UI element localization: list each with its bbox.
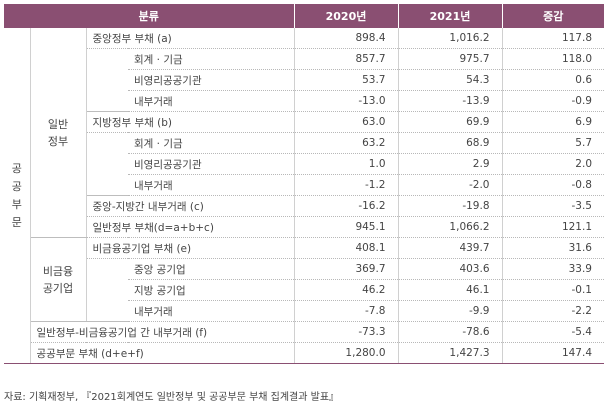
public-sector-debt-table: 분류 2020년 2021년 증감 공공부문 일반 정부 중앙정부 부채 (a)… [4, 4, 604, 364]
source-note: 자료: 기획재정부, 『2021회계연도 일반정부 및 공공부문 부채 집계결과… [4, 392, 340, 403]
value-2021: 403.6 [397, 258, 502, 280]
value-2020: -7.8 [293, 300, 398, 322]
row-label: 내부거래 [128, 90, 294, 112]
table-row: 내부거래 -1.2 -2.0 -0.8 [4, 174, 604, 196]
value-2020: 898.4 [293, 28, 398, 49]
header-2020: 2020년 [293, 4, 398, 28]
value-2021: 54.3 [397, 69, 502, 91]
table-row: 비영리공공기관 1.0 2.9 2.0 [4, 153, 604, 175]
table-row: 일반정부-비금융공기업 간 내부거래 (f) -73.3 -78.6 -5.4 [4, 321, 604, 343]
value-2020: 1.0 [293, 153, 398, 175]
value-2020: 53.7 [293, 69, 398, 91]
value-2020: 63.0 [293, 111, 398, 133]
row-label: 공공부문 부채 (d+e+f) [30, 342, 294, 364]
row-label: 지방 공기업 [128, 279, 294, 301]
table-row: 지방 공기업 46.2 46.1 -0.1 [4, 279, 604, 301]
value-2021: 439.7 [397, 237, 502, 259]
table-row: 공공부문 일반 정부 중앙정부 부채 (a) 898.4 1,016.2 117… [4, 28, 604, 364]
table-row: 공공부문 부채 (d+e+f) 1,280.0 1,427.3 147.4 [4, 342, 604, 364]
row-label: 비금융공기업 부채 (e) [86, 237, 294, 259]
value-2020: 369.7 [293, 258, 398, 280]
value-2021: 46.1 [397, 279, 502, 301]
value-2020: 1,280.0 [293, 342, 398, 364]
row-label: 중앙-지방간 내부거래 (c) [86, 195, 294, 217]
value-diff: -0.1 [501, 279, 604, 301]
value-2020: 63.2 [293, 132, 398, 154]
value-diff: 118.0 [501, 48, 604, 70]
value-2021: -78.6 [397, 321, 502, 343]
table-row: 내부거래 -13.0 -13.9 -0.9 [4, 90, 604, 112]
table-row: 지방정부 부채 (b) 63.0 69.9 6.9 [4, 111, 604, 133]
value-2020: -16.2 [293, 195, 398, 217]
value-2020: -13.0 [293, 90, 398, 112]
value-2020: -1.2 [293, 174, 398, 196]
header-category: 분류 [4, 4, 294, 28]
value-diff: -5.4 [501, 321, 604, 343]
table-header-row: 분류 2020년 2021년 증감 [4, 4, 604, 28]
value-diff: -0.9 [501, 90, 604, 112]
row-label: 내부거래 [128, 300, 294, 322]
value-2021: -13.9 [397, 90, 502, 112]
value-2020: 857.7 [293, 48, 398, 70]
value-2021: 1,066.2 [397, 216, 502, 238]
row-label: 중앙 공기업 [128, 258, 294, 280]
row-label: 회계 · 기금 [128, 132, 294, 154]
table-row: 비영리공공기관 53.7 54.3 0.6 [4, 69, 604, 91]
value-2021: 68.9 [397, 132, 502, 154]
table-row: 일반정부 부채(d=a+b+c) 945.1 1,066.2 121.1 [4, 216, 604, 238]
value-2021: -2.0 [397, 174, 502, 196]
value-diff: 6.9 [501, 111, 604, 133]
value-diff: -3.5 [501, 195, 604, 217]
value-diff: 2.0 [501, 153, 604, 175]
value-diff: 147.4 [501, 342, 604, 364]
row-label: 비영리공공기관 [128, 69, 294, 91]
row-label: 지방정부 부채 (b) [86, 111, 294, 133]
table-row: 비금융 공기업 비금융공기업 부채 (e) 408.1 439.7 31.6 [4, 237, 604, 322]
public-sector-label: 공공부문 [4, 28, 31, 364]
header-diff: 증감 [501, 4, 604, 28]
row-label: 회계 · 기금 [128, 48, 294, 70]
value-2021: 975.7 [397, 48, 502, 70]
value-diff: 5.7 [501, 132, 604, 154]
value-2020: -73.3 [293, 321, 398, 343]
value-diff: 31.6 [501, 237, 604, 259]
table-row: 중앙 공기업 369.7 403.6 33.9 [4, 258, 604, 280]
value-diff: 0.6 [501, 69, 604, 91]
value-2021: -9.9 [397, 300, 502, 322]
value-2020: 46.2 [293, 279, 398, 301]
table-row: 내부거래 -7.8 -9.9 -2.2 [4, 300, 604, 322]
value-diff: 33.9 [501, 258, 604, 280]
general-gov-label: 일반 정부 [30, 28, 87, 238]
value-diff: -0.8 [501, 174, 604, 196]
row-label: 일반정부-비금융공기업 간 내부거래 (f) [30, 321, 294, 343]
table-row: 회계 · 기금 857.7 975.7 118.0 [4, 48, 604, 70]
value-2021: -19.8 [397, 195, 502, 217]
value-2021: 1,016.2 [397, 28, 502, 49]
row-label: 일반정부 부채(d=a+b+c) [86, 216, 294, 238]
header-2021: 2021년 [397, 4, 502, 28]
value-diff: -2.2 [501, 300, 604, 322]
value-diff: 117.8 [501, 28, 604, 49]
value-2020: 408.1 [293, 237, 398, 259]
value-diff: 121.1 [501, 216, 604, 238]
value-2020: 945.1 [293, 216, 398, 238]
table-row: 회계 · 기금 63.2 68.9 5.7 [4, 132, 604, 154]
value-2021: 1,427.3 [397, 342, 502, 364]
table-row: 중앙-지방간 내부거래 (c) -16.2 -19.8 -3.5 [4, 195, 604, 217]
value-2021: 69.9 [397, 111, 502, 133]
row-label: 중앙정부 부채 (a) [86, 28, 294, 49]
value-2021: 2.9 [397, 153, 502, 175]
nonfin-label: 비금융 공기업 [30, 237, 87, 322]
row-label: 비영리공공기관 [128, 153, 294, 175]
row-label: 내부거래 [128, 174, 294, 196]
